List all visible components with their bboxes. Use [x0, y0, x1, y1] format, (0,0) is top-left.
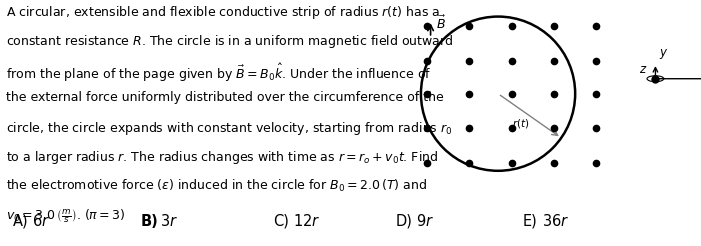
Text: $12r$: $12r$	[293, 213, 320, 229]
Text: E): E)	[522, 214, 537, 229]
Text: $6r$: $6r$	[32, 213, 50, 229]
Text: $y$: $y$	[659, 47, 668, 61]
Text: $v_0 = 3.0\,\left(\frac{m}{s}\right)$. $(\pi{=}3)$: $v_0 = 3.0\,\left(\frac{m}{s}\right)$. $…	[6, 207, 125, 225]
Text: A circular, extensible and flexible conductive strip of radius $r(t)$ has a: A circular, extensible and flexible cond…	[6, 4, 440, 21]
Text: $3r$: $3r$	[160, 213, 178, 229]
Text: to a larger radius $r$. The radius changes with time as $r = r_o + v_0t$. Find: to a larger radius $r$. The radius chang…	[6, 149, 438, 166]
Text: constant resistance $R$. The circle is in a uniform magnetic field outward: constant resistance $R$. The circle is i…	[6, 33, 453, 50]
Text: $9r$: $9r$	[416, 213, 434, 229]
Text: A): A)	[13, 214, 28, 229]
Text: the external force uniformly distributed over the circumference of the: the external force uniformly distributed…	[6, 91, 443, 104]
Text: the electromotive force $(\varepsilon)$ induced in the circle for $B_0 = 2.0\,(T: the electromotive force $(\varepsilon)$ …	[6, 178, 427, 194]
Text: $r(t)$: $r(t)$	[512, 117, 529, 130]
Text: D): D)	[396, 214, 413, 229]
Text: C): C)	[273, 214, 290, 229]
Text: circle, the circle expands with constant velocity, starting from radius $r_0$: circle, the circle expands with constant…	[6, 120, 452, 137]
Text: $z$: $z$	[639, 63, 647, 76]
Text: $36r$: $36r$	[542, 213, 569, 229]
Text: $\vec{B}$: $\vec{B}$	[436, 15, 446, 32]
Text: B): B)	[140, 214, 158, 229]
Text: from the plane of the page given by $\vec{B} = B_0\hat{k}$. Under the influence : from the plane of the page given by $\ve…	[6, 62, 431, 84]
